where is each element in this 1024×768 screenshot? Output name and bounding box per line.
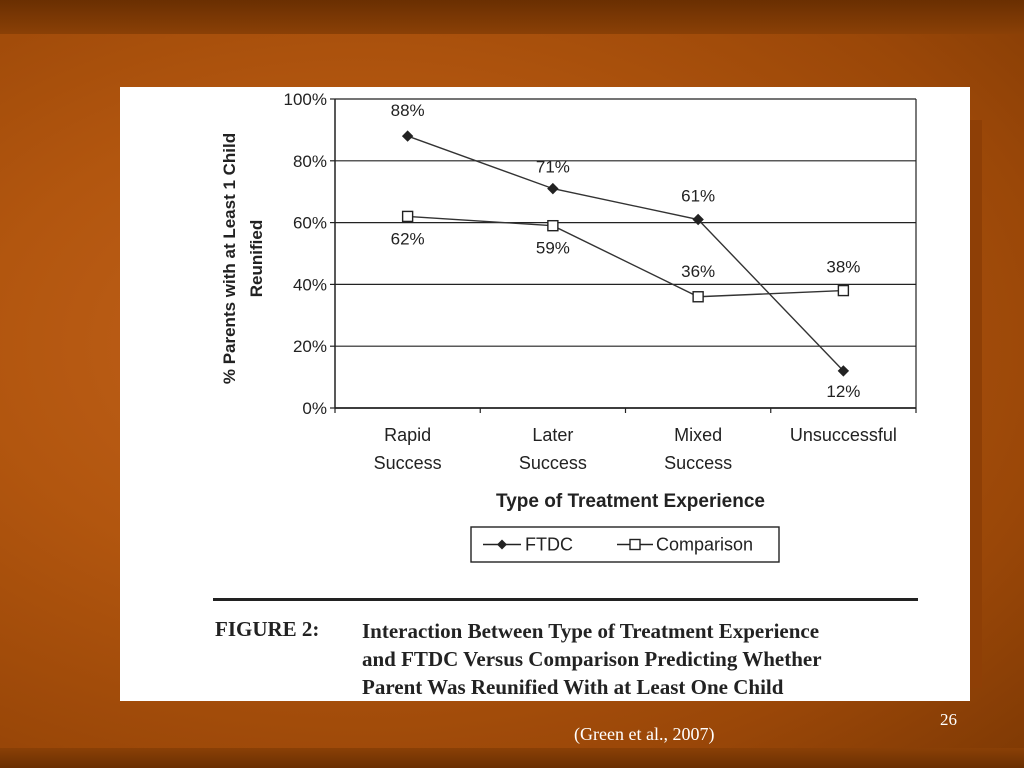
y-tick-label: 100% — [284, 90, 327, 109]
x-category-label: Success — [664, 453, 732, 473]
data-label: 71% — [536, 158, 570, 177]
ftdc-point — [547, 182, 559, 195]
comparison-point — [401, 210, 414, 223]
x-category-label: Success — [519, 453, 587, 473]
figure-caption-line: Parent Was Reunified With at Least One C… — [362, 675, 784, 699]
y-axis-label: % Parents with at Least 1 Child — [220, 133, 239, 384]
legend-comparison-label: Comparison — [656, 535, 753, 555]
series-line-comparison — [407, 215, 844, 298]
y-tick-label: 80% — [293, 152, 327, 171]
x-category-label: Success — [374, 453, 442, 473]
comparison-point — [547, 219, 559, 232]
data-label: 61% — [681, 187, 715, 206]
figure-label: FIGURE 2: — [215, 617, 320, 641]
x-category-label: Rapid — [384, 425, 431, 445]
y-tick-label: 40% — [293, 275, 327, 294]
legend-comparison-marker — [629, 538, 641, 551]
ftdc-point — [692, 213, 704, 226]
series-line-ftdc — [407, 135, 844, 372]
comparison-point — [837, 284, 850, 297]
legend-ftdc-marker — [497, 539, 507, 550]
slide-bottom-band — [0, 748, 1024, 768]
y-tick-label: 20% — [293, 337, 327, 356]
x-category-label: Later — [532, 425, 573, 445]
data-label: 62% — [391, 229, 425, 248]
data-label: 36% — [681, 262, 715, 281]
y-tick-label: 60% — [293, 214, 327, 233]
legend-ftdc-label: FTDC — [525, 535, 573, 555]
panel-shadow — [968, 120, 982, 688]
figure-caption-line: and FTDC Versus Comparison Predicting Wh… — [362, 647, 822, 671]
x-axis-label: Type of Treatment Experience — [496, 491, 765, 512]
slide-number: 26 — [940, 710, 957, 729]
data-label: 12% — [826, 382, 860, 401]
data-label: 59% — [536, 239, 570, 258]
y-tick-label: 0% — [302, 399, 327, 418]
figure-caption-line: Interaction Between Type of Treatment Ex… — [362, 619, 820, 643]
caption-divider — [213, 598, 918, 601]
comparison-point — [692, 291, 704, 303]
data-label: 38% — [826, 258, 860, 277]
ftdc-point — [837, 365, 850, 377]
ftdc-point — [401, 130, 414, 142]
citation: (Green et al., 2007) — [574, 724, 715, 744]
x-category-label: Mixed — [674, 425, 722, 445]
slide-top-band — [0, 0, 1024, 34]
figure-caption: Interaction Between Type of Treatment Ex… — [362, 617, 932, 701]
data-label: 88% — [391, 101, 425, 120]
y-axis-label: Reunified — [247, 220, 266, 297]
x-category-label: Unsuccessful — [790, 425, 897, 445]
